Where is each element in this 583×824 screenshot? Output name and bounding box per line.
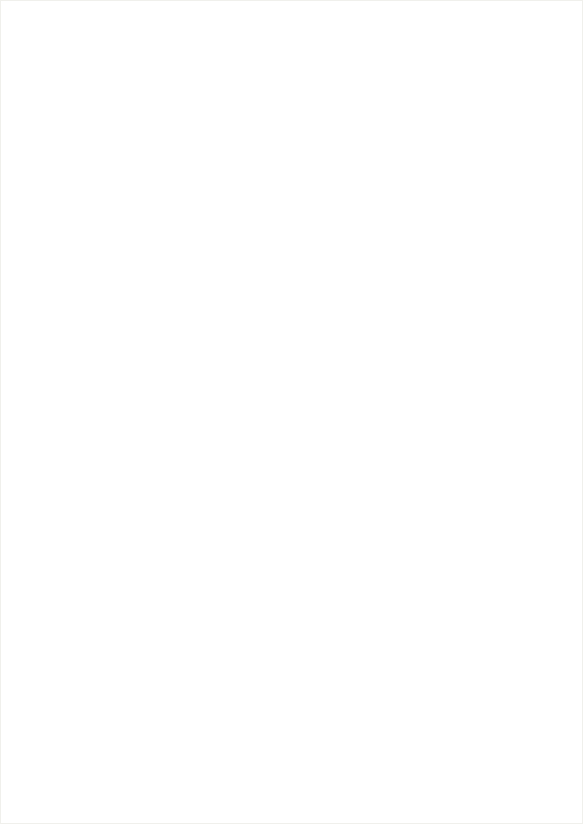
Ellipse shape [474,410,482,416]
Ellipse shape [339,286,345,291]
Text: 16: 16 [343,460,356,470]
Ellipse shape [466,266,472,270]
Text: 15: 15 [240,442,252,452]
Text: FROM VIN 11714*: FROM VIN 11714* [459,166,552,176]
Polygon shape [62,294,182,519]
Ellipse shape [222,533,239,546]
Text: 3: 3 [404,468,411,478]
Ellipse shape [241,456,251,463]
Text: 9: 9 [225,442,231,452]
Polygon shape [340,185,360,206]
Text: 13: 13 [115,588,127,597]
Ellipse shape [46,522,52,527]
Ellipse shape [319,425,327,431]
Text: 7: 7 [298,405,305,415]
Text: 2: 2 [352,571,359,582]
Ellipse shape [250,517,257,522]
Text: 11*: 11* [361,232,378,242]
Text: 17: 17 [43,504,55,515]
Polygon shape [310,412,495,571]
Text: 18: 18 [493,489,505,499]
Text: 4: 4 [428,403,435,413]
Text: 10: 10 [427,252,440,263]
Ellipse shape [286,366,298,374]
Text: 9: 9 [66,504,72,515]
Ellipse shape [67,488,81,527]
Polygon shape [167,492,311,568]
Ellipse shape [84,521,94,528]
Bar [313,163,399,306]
Ellipse shape [413,475,429,485]
Ellipse shape [459,303,475,313]
Text: 8: 8 [484,252,490,263]
Ellipse shape [480,408,498,433]
Ellipse shape [480,303,498,328]
Text: UP TO VIN 11713*: UP TO VIN 11713* [101,456,196,467]
Polygon shape [379,359,496,514]
Ellipse shape [480,372,498,397]
Text: 8: 8 [26,504,32,515]
Ellipse shape [243,371,257,386]
Text: 10: 10 [286,353,298,363]
Text: 19: 19 [265,504,279,515]
Text: 7: 7 [287,510,293,520]
Ellipse shape [251,367,261,373]
Text: 11*: 11* [147,482,164,492]
Text: FROM VIN 11714: FROM VIN 11714 [121,676,209,686]
Ellipse shape [300,425,315,438]
Ellipse shape [463,265,475,273]
Text: 13: 13 [360,173,373,183]
Text: 3: 3 [439,321,445,330]
Polygon shape [301,432,386,458]
Polygon shape [419,310,496,481]
Polygon shape [173,300,312,442]
Text: 12*: 12* [150,550,167,559]
Ellipse shape [324,409,331,415]
Text: 9: 9 [271,353,277,363]
Ellipse shape [213,348,227,363]
Text: 6: 6 [83,390,89,400]
Ellipse shape [314,499,322,504]
Ellipse shape [23,521,35,529]
Text: 14: 14 [153,584,165,594]
Text: 14: 14 [342,171,354,180]
Text: 17: 17 [463,252,475,263]
Text: 10: 10 [83,504,95,515]
Ellipse shape [459,335,475,345]
Ellipse shape [340,277,350,284]
Text: 1: 1 [464,461,470,472]
Ellipse shape [474,485,482,491]
Ellipse shape [481,265,493,273]
Ellipse shape [170,296,187,312]
Ellipse shape [127,550,134,555]
Ellipse shape [305,424,324,440]
Ellipse shape [43,521,55,529]
Ellipse shape [480,338,498,363]
Ellipse shape [413,450,429,460]
Text: 10: 10 [204,442,216,452]
Ellipse shape [289,368,295,372]
Ellipse shape [300,498,319,513]
Ellipse shape [177,307,194,323]
Bar [101,475,195,669]
Ellipse shape [429,265,438,272]
Ellipse shape [208,458,213,461]
Text: 9: 9 [448,252,454,263]
Ellipse shape [300,499,315,513]
Text: 19: 19 [341,397,354,407]
Ellipse shape [139,531,149,538]
Text: 18: 18 [493,415,505,425]
Text: 15: 15 [250,353,262,363]
Text: 12*: 12* [364,285,381,296]
Ellipse shape [282,467,289,473]
Text: 5: 5 [213,325,220,335]
Text: 19: 19 [298,456,311,467]
Ellipse shape [205,456,216,464]
Text: UP TO VIN 11713: UP TO VIN 11713 [408,303,497,313]
Ellipse shape [168,293,188,316]
